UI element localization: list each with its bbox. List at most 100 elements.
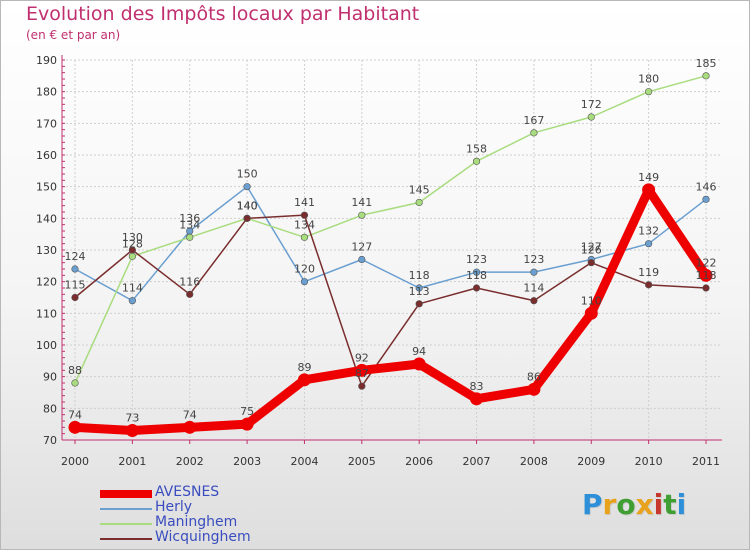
data-label-avesnes: 89 [297,361,311,374]
data-label-wicquinghem: 118 [466,269,487,282]
data-point-wicquinghem [128,246,136,254]
data-point-avesnes [412,357,426,371]
data-point-herly [530,268,538,276]
data-point-wicquinghem [71,293,79,302]
data-point-maninghem [71,379,79,387]
legend-item-wicquinghem: Wicquinghem [100,529,360,547]
logo-letter: i [676,488,687,521]
data-label-herly: 114 [122,282,143,295]
x-tick-label: 2004 [290,455,318,468]
x-tick-label: 2005 [348,455,376,468]
data-label-wicquinghem: 126 [581,244,602,257]
y-tick-label: 140 [36,212,57,225]
data-point-wicquinghem [530,297,538,305]
x-tick-label: 2009 [577,455,605,468]
data-label-herly: 127 [581,241,602,254]
data-point-herly [358,255,366,264]
series-line-herly [74,185,707,302]
data-label-avesnes: 83 [470,380,484,393]
logo-letter: o [616,488,636,521]
series-line-wicquinghem [74,214,707,387]
data-point-maninghem [472,157,481,165]
data-point-avesnes [699,268,713,282]
data-point-maninghem [358,211,366,219]
data-label-maninghem: 145 [409,184,430,197]
series-line-avesnes [70,185,711,435]
data-label-herly: 123 [466,253,487,266]
x-tick-label: 2002 [176,455,204,468]
data-label-maninghem: 180 [638,73,659,86]
data-point-avesnes [297,373,311,387]
legend-swatch [100,490,152,498]
data-point-wicquinghem [645,281,653,289]
legend-swatch [100,508,152,510]
y-tick-label: 150 [36,181,57,194]
data-label-wicquinghem: 118 [696,269,717,282]
data-point-avesnes [68,420,82,434]
y-tick-label: 110 [36,307,57,320]
x-tick-label: 2011 [692,455,720,468]
data-point-maninghem [300,233,309,241]
data-point-herly [71,265,79,273]
data-point-herly [300,278,309,286]
data-label-herly: 120 [294,263,315,276]
data-label-wicquinghem: 140 [237,199,258,212]
y-tick-label: 70 [43,434,57,447]
data-label-herly: 146 [696,180,717,193]
x-tick-label: 2000 [61,455,89,468]
data-label-wicquinghem: 141 [294,196,315,209]
data-label-avesnes: 122 [696,256,717,269]
data-label-avesnes: 94 [412,345,426,358]
data-label-maninghem: 185 [696,57,717,70]
data-point-herly [472,268,481,276]
x-tick-label: 2010 [635,455,663,468]
data-label-avesnes: 74 [183,408,197,421]
data-label-wicquinghem: 116 [179,275,200,288]
data-label-avesnes: 75 [240,405,254,418]
data-point-maninghem [530,129,538,137]
data-label-herly: 127 [351,241,372,254]
proxiti-logo: Proxiti [582,488,686,521]
data-label-herly: 150 [237,168,258,181]
logo-letter: r [602,488,617,521]
logo-letter: x [635,488,654,521]
data-label-herly: 136 [179,212,200,225]
data-label-avesnes: 110 [581,294,602,307]
data-label-avesnes: 149 [638,171,659,184]
y-tick-label: 170 [36,117,57,130]
data-label-maninghem: 141 [351,196,372,209]
chart-subtitle: (en € et par an) [26,28,121,42]
logo-letter: i [653,488,664,521]
data-point-maninghem [128,252,136,260]
data-point-herly [128,297,136,305]
y-tick-label: 190 [36,54,57,67]
data-label-wicquinghem: 113 [409,285,430,298]
logo-letter: t [663,488,677,521]
series-line-maninghem [74,75,707,384]
data-point-maninghem [702,72,710,80]
data-label-maninghem: 128 [122,237,143,250]
legend-item-herly: Herly [100,499,360,517]
data-point-avesnes [240,417,254,431]
data-point-maninghem [645,88,653,96]
data-point-wicquinghem [300,211,309,219]
data-point-wicquinghem [702,284,710,292]
data-label-maninghem: 134 [179,218,200,231]
logo-letter: P [582,488,603,521]
data-label-herly: 124 [65,250,86,263]
data-label-maninghem: 158 [466,142,487,155]
y-tick-label: 180 [36,86,57,99]
x-tick-label: 2008 [520,455,548,468]
data-label-herly: 123 [523,253,544,266]
data-point-avesnes [355,363,369,377]
legend-label: Herly [155,499,193,515]
x-tick-label: 2001 [118,455,146,468]
data-point-wicquinghem [472,284,481,292]
data-label-wicquinghem: 130 [122,231,143,244]
data-label-wicquinghem: 119 [638,266,659,279]
data-label-avesnes: 74 [68,408,82,421]
data-point-avesnes [125,424,139,437]
data-point-avesnes [584,306,598,320]
legend-label: AVESNES [155,484,220,500]
